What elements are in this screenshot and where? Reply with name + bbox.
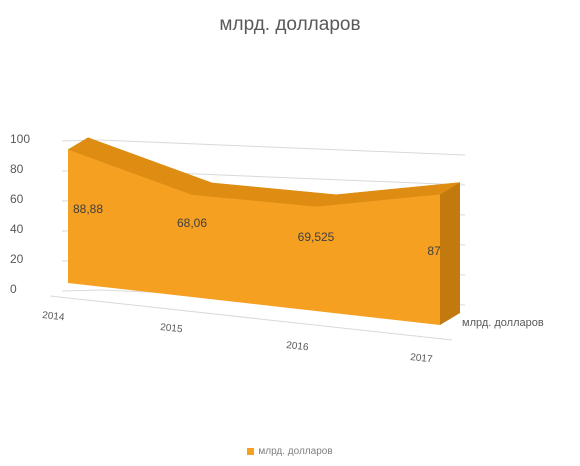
y-tick-label: 60 [10,192,24,206]
y-tick-label: 20 [10,252,24,266]
gridline [99,139,466,156]
depth-axis-label: млрд. долларов [462,317,544,329]
x-tick-label: 2017 [410,352,434,365]
y-tick-label: 40 [10,222,24,236]
legend-label: млрд. долларов [258,446,333,457]
chart-title: млрд. долларов [219,14,361,35]
x-tick-label: 2016 [286,340,310,353]
legend[interactable]: млрд. долларов [0,446,580,457]
data-label: 88,88 [73,202,103,216]
x-tick-label: 2014 [42,310,66,323]
y-tick-label: 100 [10,132,30,146]
area-front-face [68,149,440,325]
gridline-side [61,289,101,292]
x-tick-label: 2015 [160,322,184,335]
data-label: 69,525 [298,230,335,244]
area-side-face [440,182,460,325]
data-label: 68,06 [177,216,207,230]
y-tick-label: 80 [10,162,24,176]
floor-edge [49,295,453,341]
y-tick-label: 0 [10,282,17,296]
legend-swatch [247,448,255,455]
data-label: 87 [427,244,441,258]
